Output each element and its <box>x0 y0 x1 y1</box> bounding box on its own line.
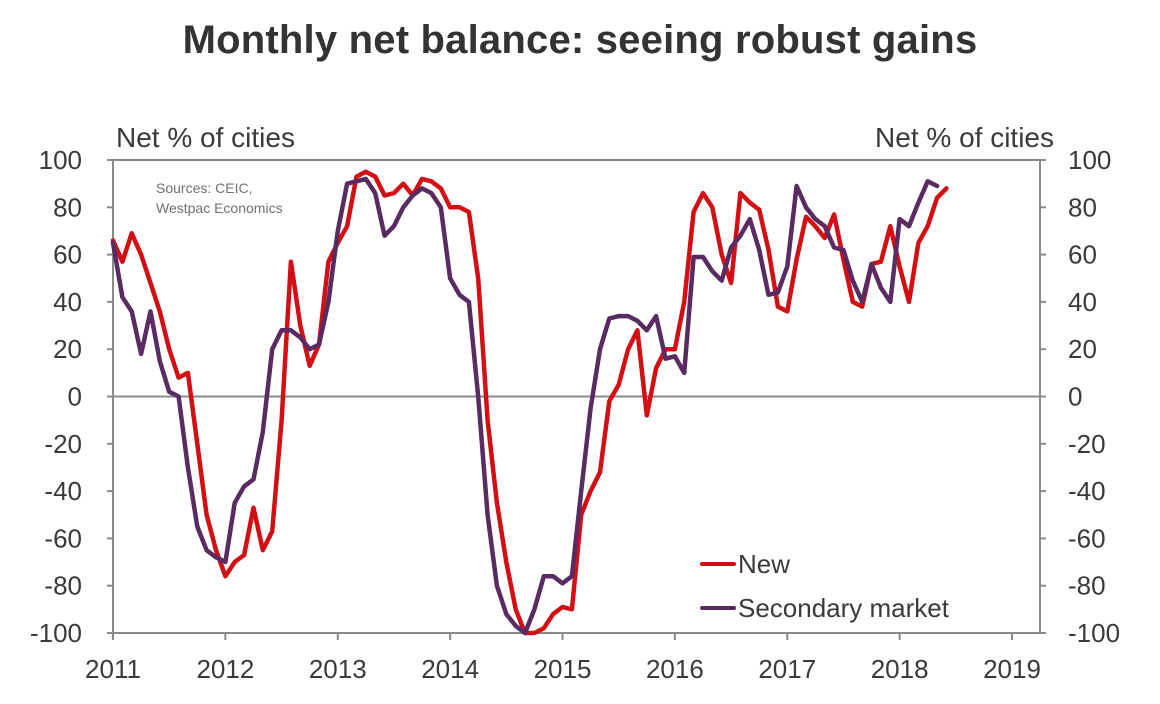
y-tick-label-left: 40 <box>53 287 82 317</box>
x-tick-label: 2011 <box>85 654 141 684</box>
y-tick-label-left: -100 <box>30 618 82 648</box>
y-tick-label-left: 80 <box>53 192 82 222</box>
y-tick-label-left: -60 <box>44 523 82 553</box>
y-tick-label-right: 100 <box>1068 145 1111 175</box>
y-tick-label-right: 0 <box>1068 382 1082 412</box>
y-tick-label-left: -80 <box>44 571 82 601</box>
legend-label-new: New <box>738 548 791 579</box>
y-tick-label-right: -20 <box>1068 429 1106 459</box>
left-axis-label: Net % of cities <box>116 122 295 153</box>
y-tick-label-right: 40 <box>1068 287 1097 317</box>
x-tick-label: 2012 <box>196 654 254 684</box>
x-tick-label: 2014 <box>421 654 479 684</box>
x-tick-label: 2016 <box>646 654 704 684</box>
y-tick-label-right: 60 <box>1068 240 1097 270</box>
legend: New Secondary market <box>700 542 949 630</box>
right-axis-label: Net % of cities <box>875 122 1054 153</box>
y-tick-label-right: -80 <box>1068 571 1106 601</box>
y-tick-label-left: 100 <box>39 145 82 175</box>
y-tick-label-left: 0 <box>68 382 82 412</box>
y-tick-label-left: -40 <box>44 476 82 506</box>
x-tick-label: 2018 <box>871 654 929 684</box>
legend-swatch-secondary <box>700 606 736 610</box>
source-note: Sources: CEIC, Westpac Economics <box>156 178 283 218</box>
x-tick-label: 2015 <box>534 654 592 684</box>
y-tick-label-left: 60 <box>53 240 82 270</box>
x-tick-label: 2019 <box>983 654 1041 684</box>
axis-ticks: -100 -100 -80 -80 -60 -60 -40 -40 -20 -20 0 0 20 20 40… <box>30 145 1120 684</box>
y-tick-label-right: 80 <box>1068 192 1097 222</box>
source-line-1: Sources: CEIC, <box>156 180 253 196</box>
legend-item-secondary: Secondary market <box>700 586 949 630</box>
x-tick-label: 2013 <box>309 654 367 684</box>
series-line-new <box>110 169 949 636</box>
y-tick-label-left: -20 <box>44 429 82 459</box>
data-lines <box>110 169 949 636</box>
chart-title: Monthly net balance: seeing robust gains <box>182 18 978 62</box>
y-tick-label-right: -100 <box>1068 618 1120 648</box>
y-tick-label-right: -60 <box>1068 523 1106 553</box>
legend-item-new: New <box>700 542 949 586</box>
x-tick-label: 2017 <box>758 654 816 684</box>
y-tick-label-right: -40 <box>1068 476 1106 506</box>
y-tick-label-left: 20 <box>53 334 82 364</box>
source-line-2: Westpac Economics <box>156 200 283 216</box>
y-tick-label-right: 20 <box>1068 334 1097 364</box>
series-line-secondary-market <box>110 176 940 636</box>
legend-swatch-new <box>700 562 736 566</box>
legend-label-secondary: Secondary market <box>738 592 949 623</box>
